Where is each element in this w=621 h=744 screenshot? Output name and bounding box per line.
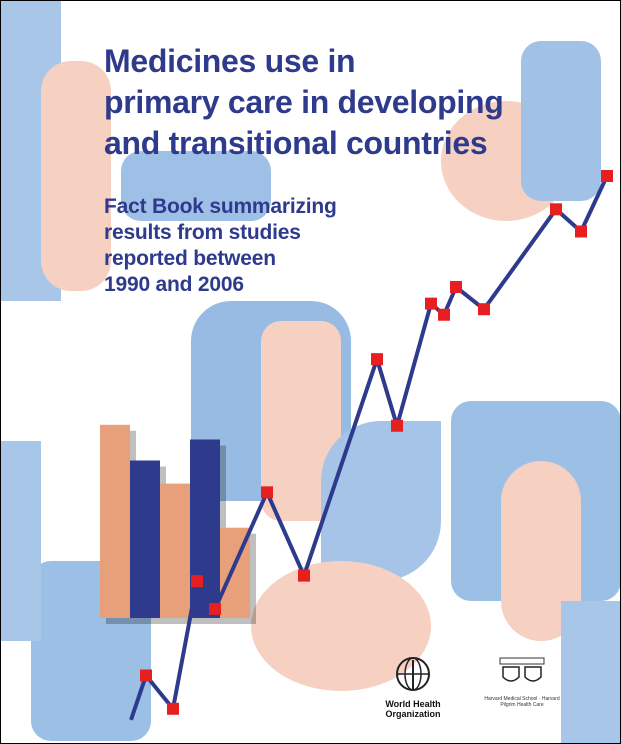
bg-salmon-shape <box>251 561 431 691</box>
bg-blue-shape <box>321 421 441 581</box>
decor-line <box>129 175 609 721</box>
subtitle-line: results from studies <box>104 221 301 244</box>
decor-marker <box>425 297 437 310</box>
harvard-logo: Harvard Medical School · Harvard Pilgrim… <box>483 657 561 739</box>
decor-bars <box>100 424 256 624</box>
bg-blue-shape <box>561 601 620 743</box>
decor-markers <box>140 170 613 715</box>
decor-marker <box>438 308 450 321</box>
harvard-logo-text: Harvard Medical School · Harvard Pilgrim… <box>484 696 560 708</box>
who-emblem-icon <box>396 657 430 691</box>
decor-marker <box>601 170 613 182</box>
harvard-shields-icon <box>499 657 545 682</box>
decor-line-path <box>129 175 609 721</box>
subtitle-line: Fact Book summarizing <box>104 195 337 218</box>
decor-bar <box>130 460 160 618</box>
cover-subtitle: Fact Book summarizing results from studi… <box>104 194 424 298</box>
title-line: and transitional countries <box>104 125 488 161</box>
who-logo: World Health Organization <box>385 656 441 738</box>
decor-bar <box>100 424 130 618</box>
decor-marker <box>209 602 221 615</box>
who-logo-text: World Health Organization <box>385 699 441 719</box>
title-line: primary care in developing <box>104 84 504 120</box>
bg-blue-shape <box>121 151 271 221</box>
bg-blue-shape <box>1 441 41 641</box>
subtitle-line: 1990 and 2006 <box>104 273 244 296</box>
decor-marker <box>450 281 462 293</box>
decor-marker <box>167 702 179 715</box>
cover-title: Medicines use in primary care in develop… <box>104 41 604 164</box>
bg-blue-shape <box>521 41 601 201</box>
subtitle-line: reported between <box>104 247 276 270</box>
decor-marker <box>298 569 310 582</box>
decor-marker <box>550 203 562 216</box>
decor-marker <box>371 353 383 366</box>
decor-marker <box>140 669 152 682</box>
decor-bar <box>160 483 190 618</box>
decor-marker <box>191 575 203 588</box>
decor-marker <box>478 303 490 316</box>
title-line: Medicines use in <box>104 43 356 79</box>
decor-marker <box>391 419 403 432</box>
bg-salmon-shape <box>41 61 111 291</box>
decor-marker <box>261 486 273 499</box>
decor-marker <box>575 225 587 238</box>
